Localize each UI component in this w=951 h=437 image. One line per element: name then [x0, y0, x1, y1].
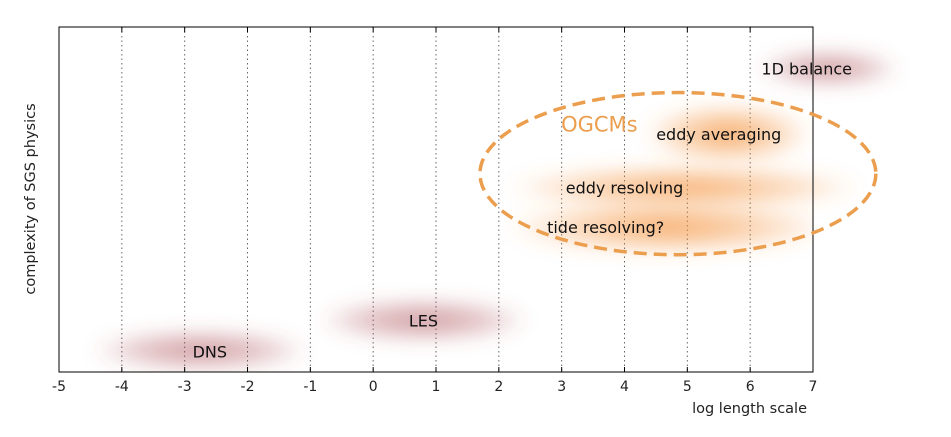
- region-dns: [90, 328, 311, 372]
- regions-outside-layer: [505, 49, 901, 210]
- x-tick-label-1: -4: [115, 379, 129, 395]
- x-tick-label-11: 6: [746, 379, 755, 395]
- region-1d-balance: [756, 49, 901, 88]
- x-tick-label-3: -2: [241, 379, 255, 395]
- region-label-1d-balance: 1D balance: [761, 59, 852, 78]
- x-tick-label-2: -3: [178, 379, 192, 395]
- region-les: [316, 297, 531, 343]
- labels-layer: DNS LES 1D balance eddy averaging eddy resol…: [193, 59, 852, 361]
- region-label-eddy-averaging: eddy averaging: [656, 125, 781, 144]
- region-eddy-averaging: [643, 102, 813, 165]
- y-axis-label: complexity of SGS physics: [23, 103, 39, 294]
- x-tick-label-0: -5: [52, 379, 66, 395]
- region-tide-resolving: [505, 199, 813, 255]
- x-tick-label-10: 5: [683, 379, 692, 395]
- region-label-les: LES: [409, 311, 438, 330]
- region-label-eddy-resolving: eddy resolving: [566, 178, 684, 197]
- x-tick-label-9: 4: [620, 379, 629, 395]
- x-tick-label-6: 1: [432, 379, 441, 395]
- regions-layer: [90, 102, 813, 372]
- group-label-ogcms: OGCMs: [561, 113, 638, 137]
- x-tick-label-12: 7: [809, 379, 818, 395]
- region-label-dns: DNS: [193, 342, 227, 361]
- groups-layer: [478, 90, 878, 257]
- x-tick-label-7: 2: [494, 379, 503, 395]
- x-tick-label-4: -1: [303, 379, 317, 395]
- x-tick-label-8: 3: [557, 379, 566, 395]
- x-axis-label: log length scale: [692, 401, 807, 417]
- x-axis-ticks: -5 -4 -3 -2 -1 0 1 2 3 4 5 6 7: [52, 27, 817, 395]
- region-label-tide-resolving: tide resolving?: [547, 218, 664, 237]
- group-outline-ogcms: [478, 90, 878, 257]
- x-tick-label-5: 0: [369, 379, 378, 395]
- region-eddy-resolving: [505, 165, 864, 210]
